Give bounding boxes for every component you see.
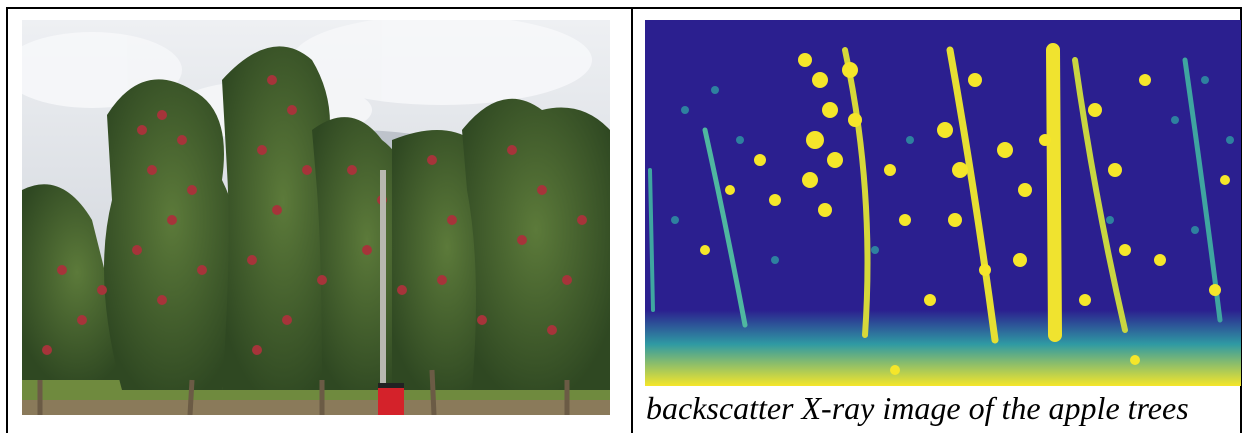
xray-caption: backscatter X-ray image of the apple tre…: [646, 390, 1189, 426]
apple-orchard-photo: [22, 20, 610, 415]
figure-frame: [6, 7, 1242, 433]
column-divider: [631, 7, 633, 433]
backscatter-xray-image: [645, 20, 1241, 386]
